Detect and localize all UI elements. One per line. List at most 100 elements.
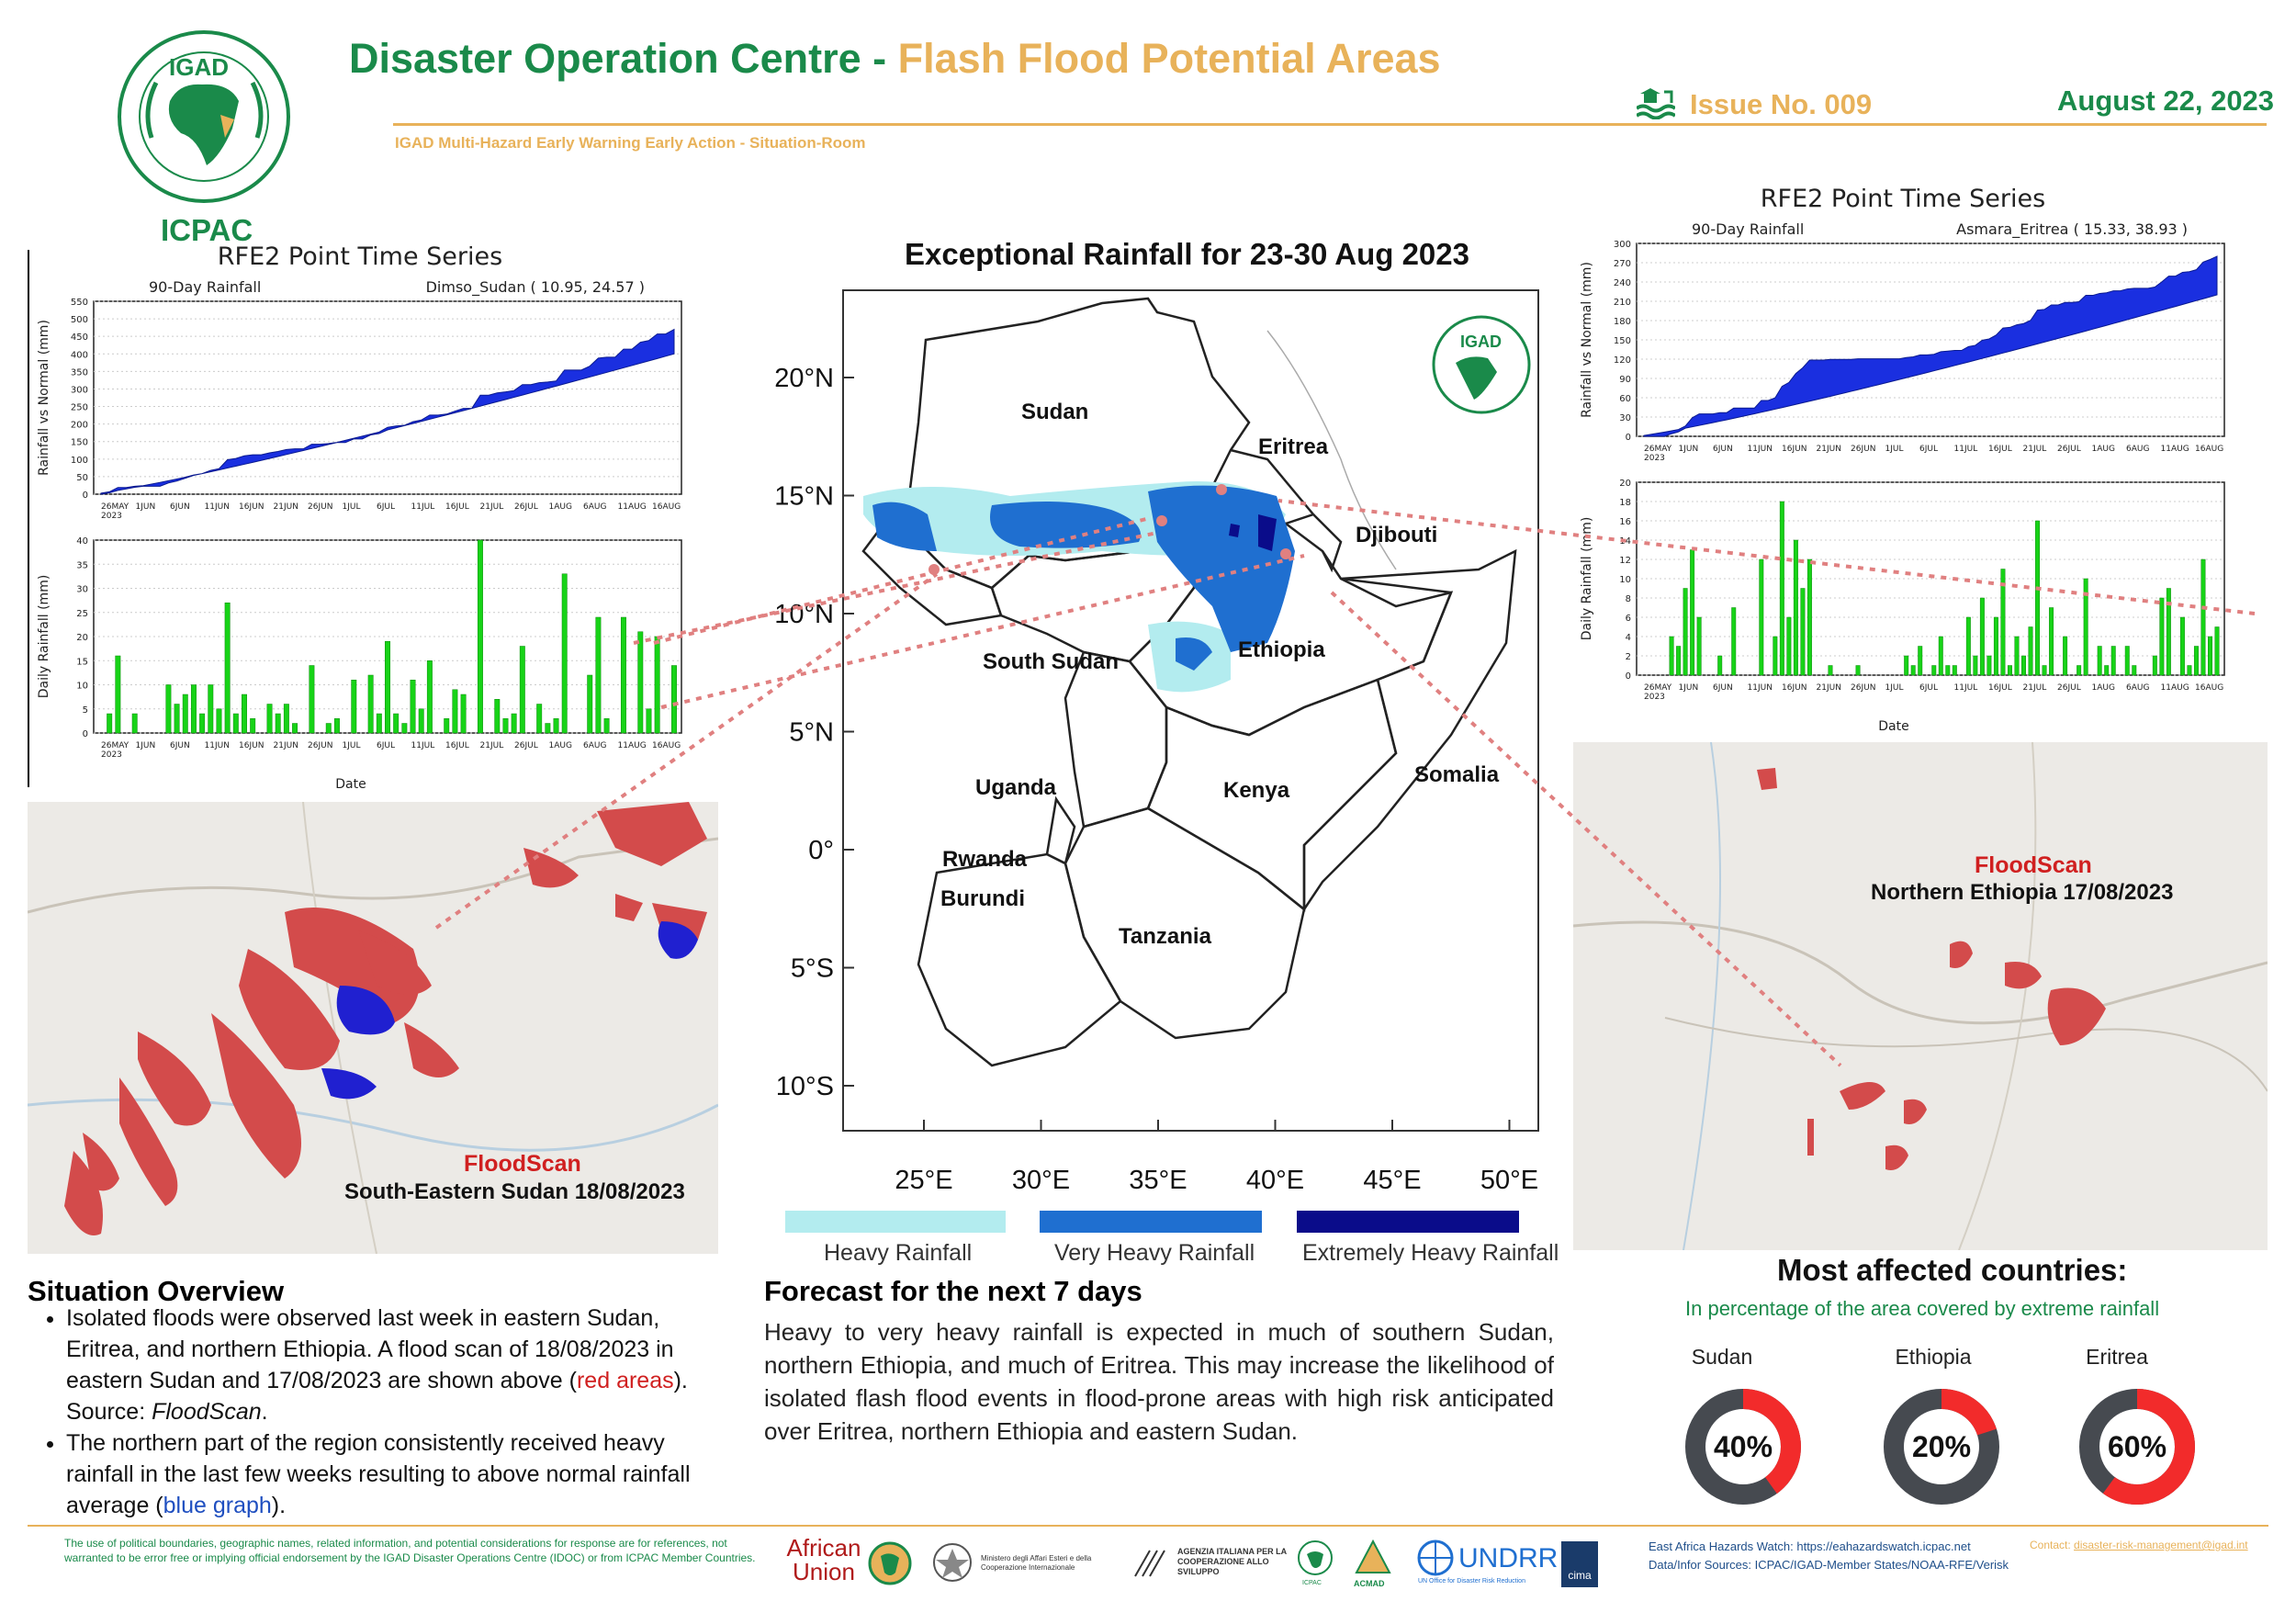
- right-daily-bar: [2083, 578, 2088, 676]
- left-chart-frame: [28, 250, 29, 787]
- left-xtick: 1AUG: [549, 502, 572, 512]
- left-xtick: 26JUL: [514, 502, 538, 512]
- left-top-ylabel: Rainfall vs Normal (mm): [37, 320, 51, 476]
- right-xtick: 21JUN: [1817, 683, 1841, 693]
- donut-value-eritrea: 60%: [2108, 1430, 2167, 1463]
- left-daily-bar: [511, 713, 517, 734]
- right-xtick: 21JUL: [2023, 445, 2047, 454]
- left-daily-bar: [477, 539, 483, 734]
- left-bottom-ytick: 5: [83, 705, 88, 716]
- left-top-ytick: 150: [71, 438, 88, 448]
- right-daily-bar: [2187, 665, 2192, 676]
- italy-emblem-icon: [933, 1543, 972, 1582]
- left-xtick: 11JUN: [205, 741, 230, 750]
- right-daily-bar: [1973, 655, 1978, 676]
- affected-heading: Most affected countries:: [1777, 1253, 2128, 1287]
- affected-subtitle: In percentage of the area covered by ext…: [1685, 1297, 2160, 1320]
- map-lat-label: 0°: [808, 836, 834, 865]
- right-daily-bar: [2179, 616, 2185, 676]
- left-daily-bar: [385, 641, 390, 734]
- left-xtick: 1JUL: [343, 502, 361, 512]
- map-lon-label: 30°E: [1012, 1166, 1070, 1195]
- left-daily-bar: [595, 616, 602, 734]
- right-daily-bar: [1786, 616, 1792, 676]
- issue-date: August 22, 2023: [2057, 85, 2275, 117]
- left-daily-bar: [199, 713, 206, 734]
- right-daily-bar: [1938, 636, 1943, 676]
- right-top-ytick: 210: [1614, 298, 1631, 308]
- right-top-ytick: 120: [1614, 355, 1631, 366]
- left-daily-bar: [452, 689, 458, 734]
- floodscan-right-source: FloodScan: [1975, 852, 2092, 878]
- right-xtick: 16JUL: [1988, 683, 2012, 693]
- left-xtick: 16JUN: [239, 741, 264, 750]
- right-daily-bar: [1986, 655, 1992, 676]
- left-daily-bar: [620, 616, 626, 734]
- left-daily-bar: [107, 713, 113, 734]
- footer-contact-email[interactable]: disaster-risk-management@igad.int: [2074, 1539, 2248, 1551]
- map-lat-label: 5°N: [789, 718, 834, 748]
- left-xlabel: Date: [335, 777, 366, 792]
- right-xtick: 6AUG: [2126, 445, 2149, 454]
- right-xtick: 1AUG: [2092, 445, 2115, 454]
- left-top-frame: [93, 300, 682, 495]
- footer-watch-link[interactable]: East Africa Hazards Watch: https://eahaz…: [1649, 1539, 1971, 1553]
- left-bottom-ytick: 15: [76, 657, 88, 667]
- left-daily-bar: [646, 708, 652, 734]
- right-bottom-ytick: 8: [1626, 594, 1631, 604]
- right-xtick: 6JUL: [1919, 445, 1938, 454]
- right-daily-bar: [2014, 636, 2020, 676]
- affected-country-eritrea: Eritrea: [2086, 1345, 2148, 1369]
- left-daily-bar: [309, 665, 315, 734]
- right-xtick: 26JUL: [2057, 683, 2081, 693]
- right-daily-bar: [1952, 665, 1957, 676]
- left-top-ytick: 200: [71, 421, 88, 431]
- right-daily-bar: [1669, 636, 1674, 676]
- right-xtick: 1AUG: [2092, 683, 2115, 693]
- right-series-label: 90-Day Rainfall: [1692, 220, 1804, 238]
- left-bottom-ytick: 35: [76, 560, 88, 570]
- left-bottom-ytick: 0: [83, 729, 88, 739]
- igad-logo-text: IGAD: [169, 53, 229, 81]
- left-xtick: 16JUN: [239, 502, 264, 512]
- right-xtick: 6JUL: [1919, 683, 1938, 693]
- right-xtick: 11AUG: [2161, 683, 2189, 693]
- map-label-kenya: Kenya: [1223, 778, 1290, 803]
- footer-sources: Data/Infor Sources: ICPAC/IGAD-Member St…: [1649, 1558, 2009, 1572]
- right-xtick: 11JUL: [1954, 445, 1978, 454]
- left-daily-bar: [418, 708, 424, 734]
- left-daily-bar: [410, 680, 416, 734]
- right-rainfall-chart: RFE2 Point Time Series 90-Day Rainfall Asm…: [1580, 188, 2225, 734]
- left-xtick: 2023: [101, 750, 122, 760]
- right-cumulative-area: [1643, 255, 2218, 437]
- left-daily-bar: [553, 718, 559, 734]
- right-xtick: 2023: [1644, 693, 1665, 702]
- map-lon-label: 40°E: [1246, 1166, 1304, 1195]
- au-emblem-icon: [868, 1541, 912, 1585]
- logo-aics: AGENZIA ITALIANA PER LA COOPERAZIONE ALL…: [1177, 1547, 1287, 1576]
- left-daily-bar: [242, 694, 247, 734]
- page-title: Disaster Operation Centre - Flash Flood …: [349, 35, 1441, 82]
- right-xtick: 11JUN: [1748, 445, 1773, 454]
- right-xtick: 11JUL: [1954, 683, 1978, 693]
- right-daily-bar: [1993, 616, 1998, 676]
- left-cumulative-area: [100, 328, 675, 495]
- left-xtick: 26JUN: [308, 741, 332, 750]
- right-xtick: 26JUN: [1851, 683, 1875, 693]
- left-xtick: 21JUL: [480, 502, 504, 512]
- left-daily-bar: [333, 718, 340, 734]
- right-bottom-ytick: 16: [1619, 517, 1631, 527]
- left-daily-bar: [367, 674, 374, 734]
- left-top-ytick: 500: [71, 315, 88, 325]
- right-daily-bar: [1676, 646, 1682, 676]
- map-label-tanzania: Tanzania: [1119, 924, 1212, 949]
- right-xtick: 11AUG: [2161, 445, 2189, 454]
- right-bottom-ytick: 6: [1626, 614, 1631, 624]
- right-daily-bar: [2035, 520, 2041, 676]
- right-bottom-ytick: 10: [1619, 575, 1631, 585]
- donut-fill-ethiopia: [1884, 1389, 1999, 1505]
- right-xtick: 21JUL: [2023, 683, 2047, 693]
- right-xtick: 11JUN: [1748, 683, 1773, 693]
- left-bottom-ylabel: Daily Rainfall (mm): [37, 575, 51, 699]
- right-top-ytick: 180: [1614, 317, 1631, 327]
